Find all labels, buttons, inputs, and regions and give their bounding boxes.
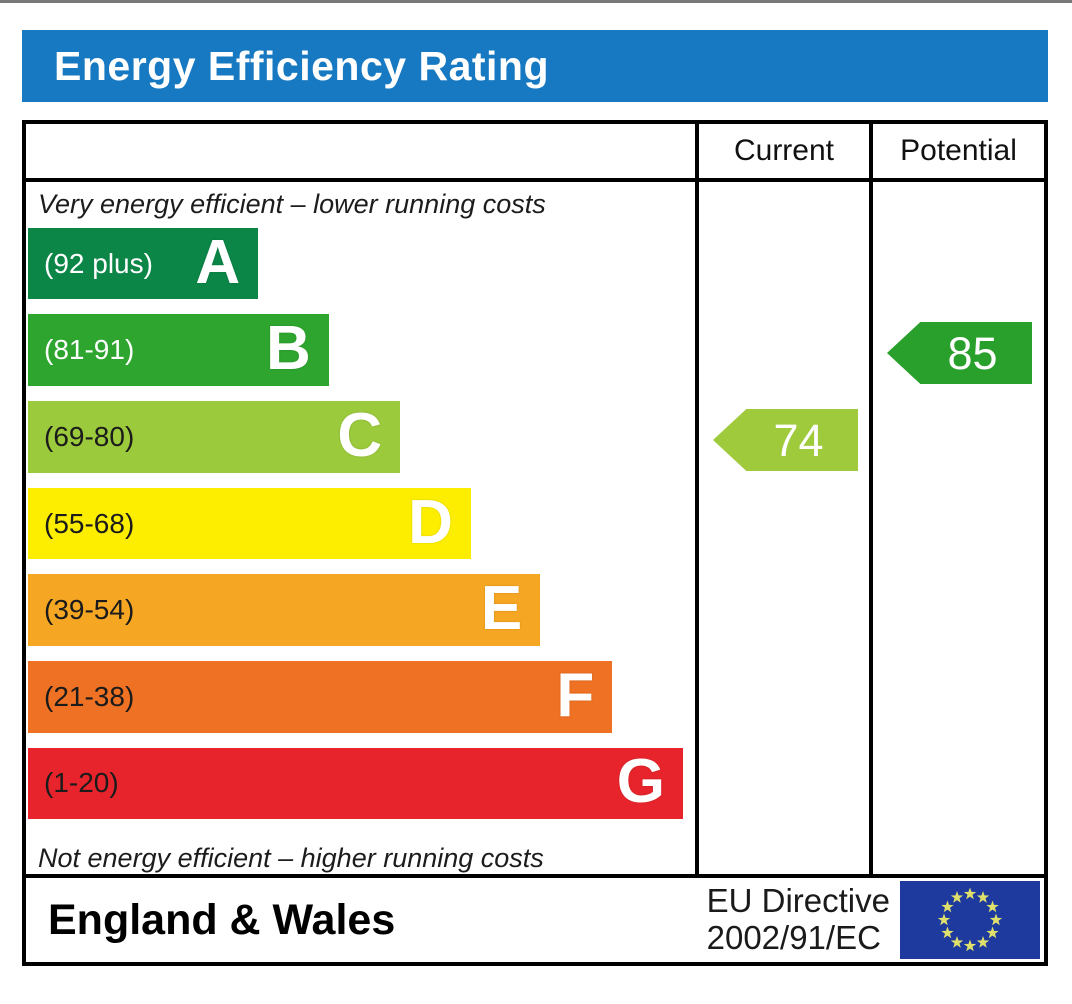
band-b-letter: B [266, 314, 311, 384]
image-top-edge [0, 0, 1072, 3]
column-header-current-label: Current [733, 134, 835, 167]
band-g: (1-20) G [28, 747, 683, 820]
eu-directive-label: EU Directive 2002/91/EC [706, 882, 890, 957]
column-header-chart [26, 124, 695, 182]
band-d: (55-68) D [28, 487, 471, 560]
band-g-range-label: (1-20) [44, 767, 119, 799]
caption-very-efficient: Very energy efficient – lower running co… [38, 189, 546, 220]
eu-directive-line2: 2002/91/EC [706, 919, 881, 956]
band-g-letter: G [616, 747, 665, 817]
band-f: (21-38) F [28, 660, 613, 733]
rating-table: Current Potential Very energy efficient … [22, 120, 1048, 966]
page-title: Energy Efficiency Rating [54, 42, 550, 89]
rating-bands-area: Very energy efficient – lower running co… [26, 182, 695, 874]
region-label: England & Wales [48, 895, 396, 944]
band-b-range-label: (81-91) [44, 334, 135, 366]
potential-rating-arrow: 85 [887, 322, 1032, 384]
band-c-letter: C [337, 400, 383, 470]
band-e-letter: E [480, 573, 523, 643]
table-footer: England & Wales EU Directive 2002/91/EC [26, 874, 1044, 962]
rating-grid: Current Potential Very energy efficient … [26, 124, 1044, 874]
band-f-letter: F [556, 660, 595, 730]
potential-rating-value: 85 [947, 327, 998, 379]
band-d-letter: D [408, 487, 453, 557]
eu-directive-line1: EU Directive [706, 882, 890, 920]
band-e-range-label: (39-54) [44, 594, 135, 626]
column-header-potential: Potential [869, 124, 1044, 182]
column-header-potential-label: Potential [900, 134, 1017, 167]
caption-not-efficient: Not energy efficient – higher running co… [38, 842, 544, 873]
current-rating-arrow: 74 [713, 409, 858, 471]
band-d-range-label: (55-68) [44, 507, 135, 539]
potential-rating-cell: 85 [869, 182, 1044, 874]
band-a-letter: A [195, 227, 241, 297]
band-b: (81-91) B [28, 314, 329, 387]
band-c-range-label: (69-80) [44, 420, 135, 452]
band-f-range-label: (21-38) [44, 680, 135, 712]
band-c: (69-80) C [28, 400, 401, 473]
eu-flag-icon [900, 881, 1040, 959]
page-title-bar: Energy Efficiency Rating [22, 30, 1048, 102]
band-a-range-label: (92 plus) [44, 247, 153, 279]
current-rating-value: 74 [773, 414, 824, 466]
column-header-current: Current [695, 124, 869, 182]
band-a: (92 plus) A [28, 227, 259, 300]
band-e: (39-54) E [28, 573, 541, 646]
current-rating-cell: 74 [695, 182, 869, 874]
